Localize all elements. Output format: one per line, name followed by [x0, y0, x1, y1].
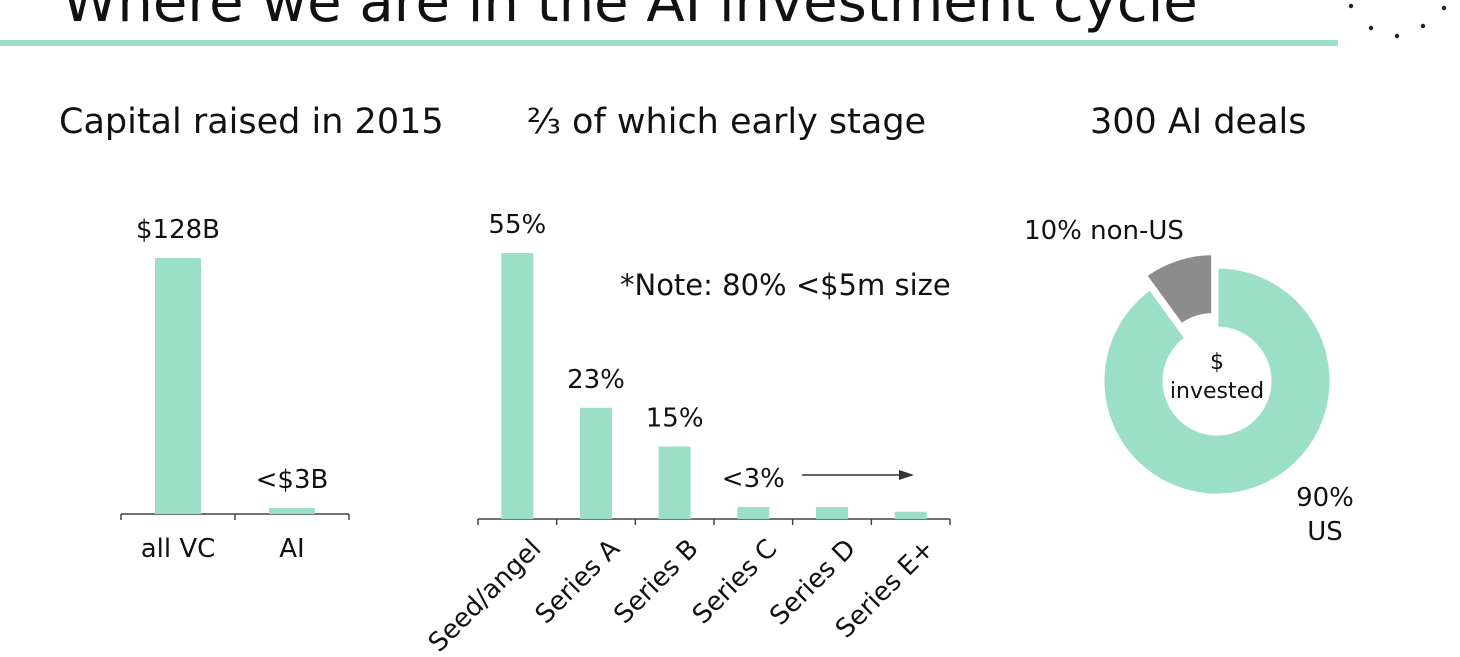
bar-value-label: 15%: [646, 403, 704, 433]
bar-all-vc: [155, 258, 201, 514]
slide-title: Where we are in the AI investment cycle: [62, 0, 1198, 35]
x-tick-label: Series A: [530, 534, 626, 630]
bar-value-label: <$3B: [256, 465, 329, 495]
donut-center-label: $: [1210, 350, 1224, 375]
chart-title-deals: 300 AI deals: [1090, 102, 1307, 142]
bar-value-label: $128B: [136, 215, 220, 245]
decorative-dots: [1348, 3, 1447, 39]
title-underline: [0, 40, 1338, 46]
bar-series-d: [816, 506, 848, 519]
bar-value-label: 55%: [488, 210, 546, 240]
chart-note: *Note: 80% <$5m size: [620, 268, 951, 302]
x-tick-label: all VC: [141, 534, 216, 564]
bar-seed-angel: [501, 253, 534, 519]
x-tick-label: Series B: [608, 534, 704, 630]
bar-value-label: <3%: [722, 464, 785, 494]
x-tick-label: AI: [279, 534, 304, 564]
x-tick-label: Seed/angel: [423, 534, 547, 657]
bar-series-c: [737, 506, 770, 519]
bar-series-b: [658, 446, 691, 519]
donut-center-label: invested: [1170, 379, 1264, 404]
bar-value-label: 23%: [567, 365, 625, 395]
slice-label-us: 90%: [1296, 483, 1354, 513]
slice-label-us: US: [1307, 517, 1343, 547]
chart-title-stage: ⅔ of which early stage: [527, 102, 927, 142]
trend-arrow-head: [899, 470, 914, 480]
bar-ai: [269, 508, 315, 514]
deals-donut-chart: $ invested 90% US 10% non-US: [1024, 216, 1354, 547]
donut-slice-10-non-us: [1143, 252, 1215, 327]
bar-series-e-: [894, 511, 927, 519]
donut-slice-90-us: [1101, 265, 1333, 497]
bar-series-a: [580, 407, 612, 519]
slice-label-non-us: 10% non-US: [1024, 216, 1184, 246]
chart-title-capital: Capital raised in 2015: [59, 102, 444, 142]
capital-bar-chart: $128B all VC <$3B AI: [120, 215, 350, 564]
